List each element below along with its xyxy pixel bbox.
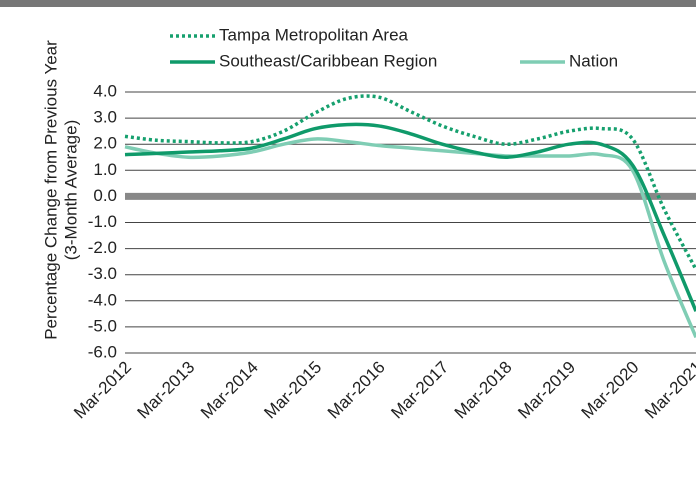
y-tick-label: 0.0 — [93, 186, 117, 205]
y-tick-label: -1.0 — [88, 212, 117, 231]
series-line — [124, 122, 696, 312]
y-axis-label: (3-Month Average) — [61, 120, 80, 260]
series-line — [124, 94, 696, 271]
y-tick-label: -3.0 — [88, 264, 117, 283]
y-tick-label: -2.0 — [88, 238, 117, 257]
x-tick-label: Mar-2013 — [134, 358, 199, 423]
y-tick-label: 4.0 — [93, 81, 117, 100]
x-tick-label: Mar-2018 — [451, 358, 516, 423]
x-tick-label: Mar-2016 — [324, 358, 389, 423]
x-tick-label: Mar-2015 — [260, 358, 325, 423]
legend-label: Nation — [569, 51, 618, 70]
legend-label: Southeast/Caribbean Region — [219, 51, 437, 70]
y-tick-label: -5.0 — [88, 316, 117, 335]
x-tick-label: Mar-2019 — [514, 358, 579, 423]
x-tick-label: Mar-2014 — [197, 358, 262, 423]
y-tick-label: 3.0 — [93, 108, 117, 127]
series-line — [124, 137, 696, 339]
y-tick-label: 2.0 — [93, 134, 117, 153]
top-bar — [0, 0, 696, 7]
x-tick-label: Mar-2021 — [641, 358, 696, 423]
y-tick-label: 1.0 — [93, 160, 117, 179]
y-axis-label: Percentage Change from Previous Year — [41, 40, 60, 340]
x-tick-label: Mar-2020 — [578, 358, 643, 423]
legend-label: Tampa Metropolitan Area — [219, 25, 409, 44]
y-tick-label: -6.0 — [88, 342, 117, 361]
x-tick-label: Mar-2017 — [387, 358, 452, 423]
y-tick-label: -4.0 — [88, 290, 117, 309]
x-tick-label: Mar-2012 — [70, 358, 135, 423]
